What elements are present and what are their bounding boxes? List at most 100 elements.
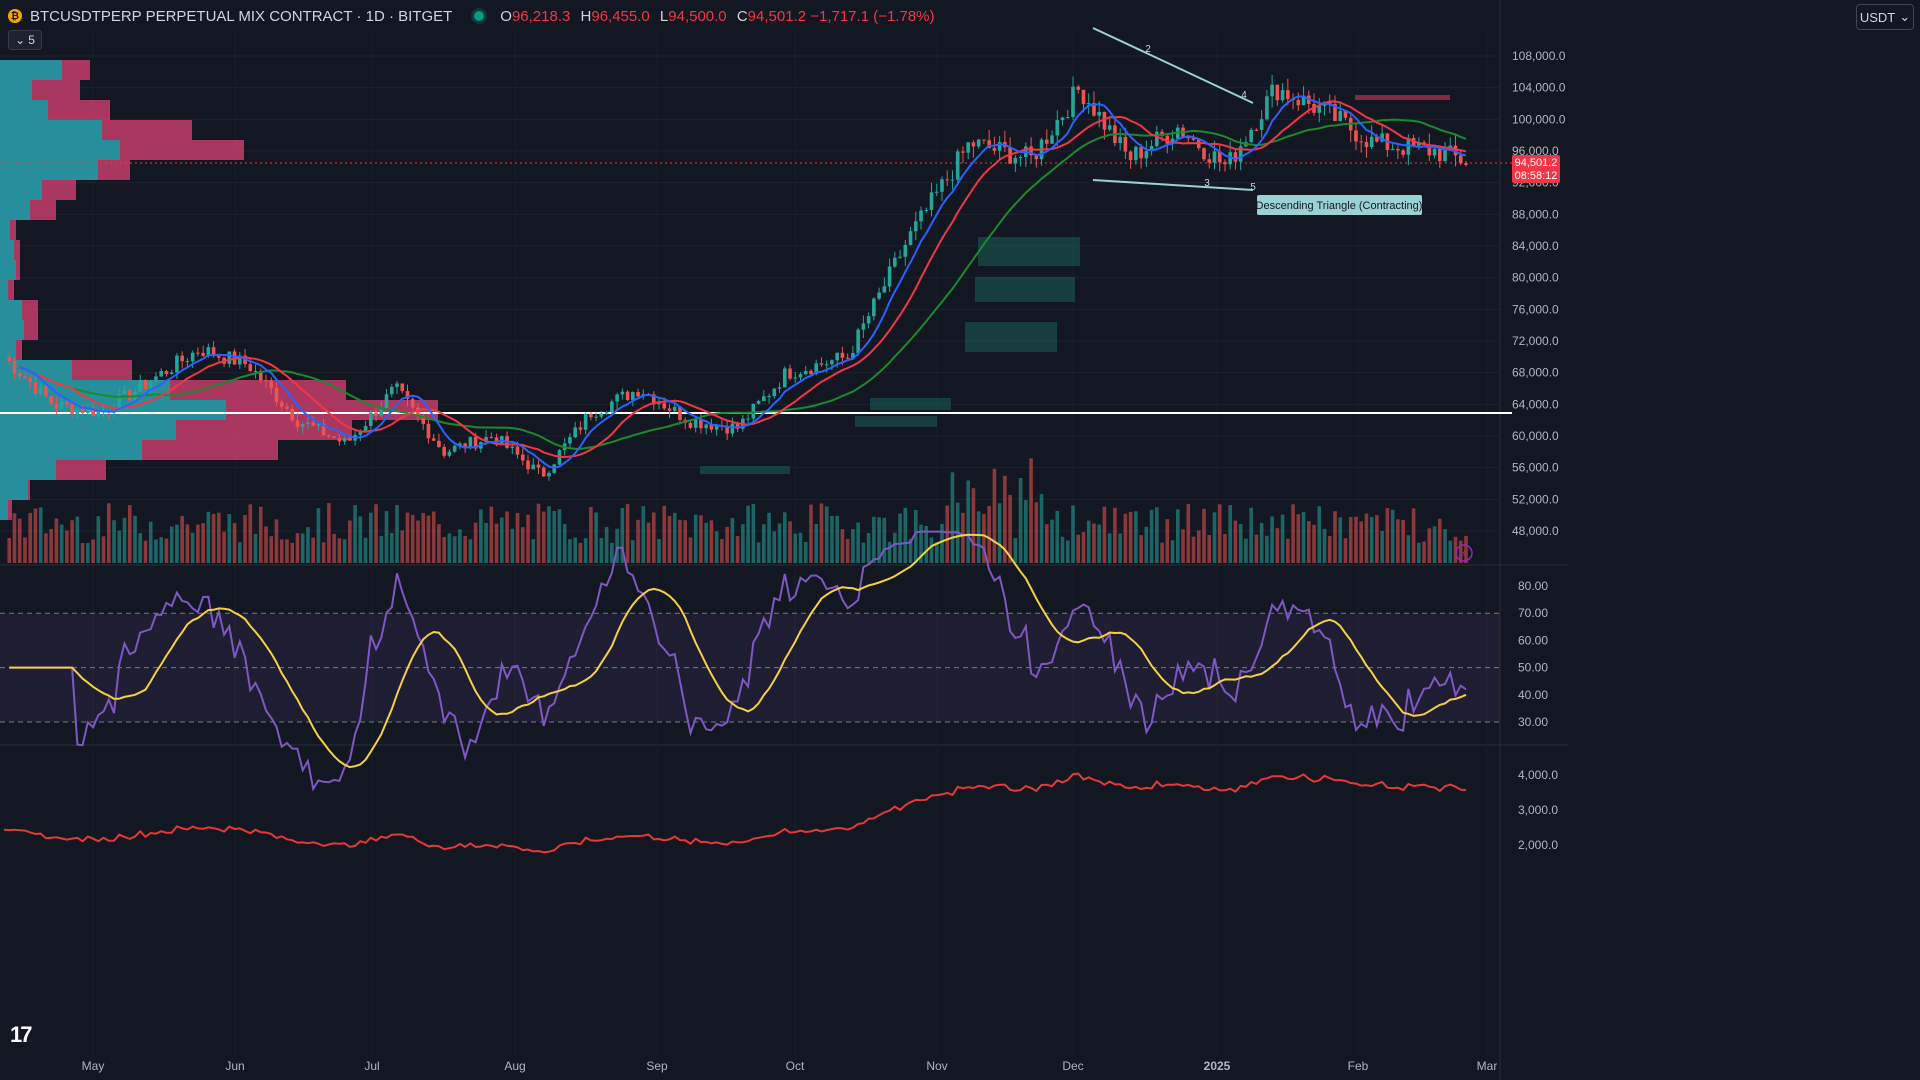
volume-bar [458, 529, 462, 563]
volume-bar [75, 516, 80, 563]
order-block-zone [700, 466, 790, 474]
candle-body [971, 142, 976, 147]
volume-bar [1380, 530, 1384, 563]
volume-bar [54, 518, 59, 563]
volume-bar [1317, 506, 1322, 563]
indicators-collapse-button[interactable]: ⌄ 5 [8, 30, 42, 50]
price-tick-label: 76,000.0 [1512, 302, 1559, 316]
pattern-point-label: 5 [1250, 182, 1256, 193]
volume-bar [631, 540, 635, 563]
candle-body [1034, 155, 1039, 160]
volume-bar [782, 512, 787, 563]
volume-bar [1359, 521, 1363, 563]
candle-body [767, 396, 771, 398]
candle-body [604, 411, 609, 414]
chevron-down-icon: ⌄ [15, 33, 26, 47]
candle-body [704, 424, 708, 429]
volume-bar [856, 522, 860, 563]
volume-profile-down-bar [48, 100, 110, 120]
volume-bar [940, 523, 944, 563]
candle-body [568, 437, 572, 444]
volume-bar [741, 524, 745, 563]
volume-profile-up-bar [0, 80, 32, 100]
candle-body [1427, 144, 1432, 156]
volume-bar [536, 503, 541, 563]
candle-body [7, 356, 12, 361]
candle-body [751, 403, 756, 419]
volume-bar [1039, 494, 1044, 563]
symbol-title[interactable]: BTCUSDTPERP PERPETUAL MIX CONTRACT · 1D … [30, 7, 453, 25]
volume-bar [1170, 540, 1175, 563]
candle-body [1165, 135, 1170, 144]
candle-body [756, 401, 761, 404]
volume-bar [201, 523, 205, 563]
price-tick-label: 48,000.0 [1512, 524, 1559, 538]
currency-selector[interactable]: USDT ⌄ [1856, 4, 1914, 30]
candle-body [636, 391, 640, 397]
volume-bar [269, 536, 274, 563]
volume-bar [693, 514, 698, 563]
volume-profile-down-bar [8, 500, 12, 520]
candle-body [934, 191, 939, 193]
volume-bar [840, 529, 845, 563]
price-tick-label: 64,000.0 [1512, 397, 1559, 411]
rsi-line [9, 530, 1467, 792]
time-tick-label: Sep [646, 1059, 668, 1073]
candle-body [1102, 111, 1107, 130]
volume-bar [704, 522, 708, 563]
volume-bar [1280, 514, 1285, 563]
candle-body [835, 352, 839, 361]
volume-bar [500, 517, 504, 563]
candle-body [793, 377, 798, 379]
volume-bar [1128, 511, 1133, 563]
candle-body [416, 407, 420, 416]
candle-body [824, 364, 829, 366]
volume-bar [777, 523, 782, 563]
volume-bar [127, 505, 132, 563]
candle-body [269, 380, 274, 389]
candle-body [908, 231, 913, 245]
candle-body [1364, 141, 1369, 148]
volume-bar [1327, 536, 1332, 563]
volume-bar [363, 537, 368, 563]
candle-body [1202, 148, 1206, 160]
candle-body [1212, 151, 1217, 163]
candle-body [1097, 111, 1101, 116]
candle-body [33, 382, 38, 394]
candle-body [169, 372, 174, 374]
candle-body [300, 423, 305, 427]
time-tick-label: Jul [364, 1059, 379, 1073]
price-tick-label: 52,000.0 [1512, 492, 1559, 506]
candle-body [1086, 103, 1091, 105]
candle-body [1217, 151, 1222, 163]
candle-body [798, 374, 803, 378]
volume-bar [206, 511, 211, 563]
volume-bar [426, 515, 431, 563]
volume-bar [520, 527, 525, 563]
volume-bar [1034, 502, 1039, 563]
volume-bar [526, 514, 530, 563]
volume-bar [431, 511, 436, 563]
volume-bar [1144, 526, 1149, 563]
volume-bar [1018, 478, 1023, 563]
close-value: 94,501.2 −1,717.1 (−1.78%) [747, 7, 935, 25]
candle-body [599, 413, 604, 417]
volume-bar [473, 522, 478, 563]
volume-bar [327, 503, 331, 563]
candle-body [531, 464, 536, 470]
volume-bar [1107, 533, 1112, 563]
candle-body [253, 371, 258, 373]
volume-bar [547, 506, 551, 563]
volume-bar [169, 526, 174, 563]
volume-bar [992, 468, 997, 563]
volume-bar [23, 537, 27, 563]
indicator-count: 5 [28, 33, 35, 47]
volume-bar [59, 524, 64, 563]
tradingview-logo-icon[interactable]: 17 [10, 1022, 33, 1047]
volume-bar [154, 539, 158, 563]
volume-profile-up-bar [0, 360, 72, 380]
volume-bar [190, 532, 195, 563]
rsi-tick-label: 80.00 [1518, 579, 1548, 593]
volume-bar [1312, 524, 1316, 563]
